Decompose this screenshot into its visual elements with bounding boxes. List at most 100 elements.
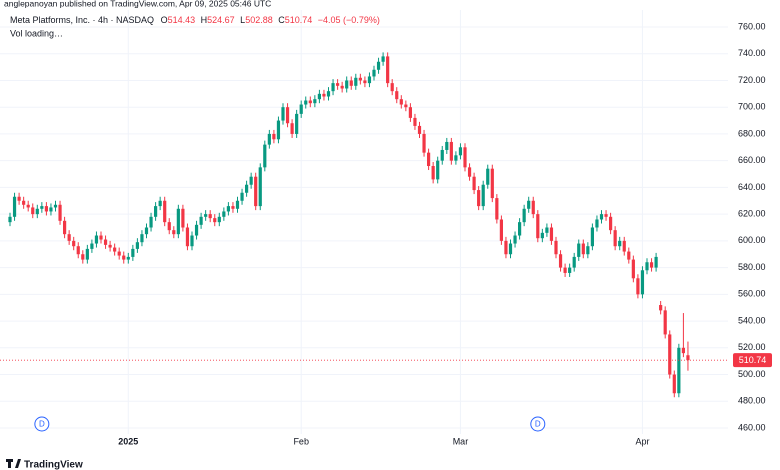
candle-body [126, 256, 130, 260]
candle-body [454, 155, 458, 161]
candle-body [404, 104, 408, 108]
event-marker [530, 416, 546, 432]
candle-body [254, 176, 258, 207]
candle-body [226, 206, 230, 212]
candle-body [176, 208, 180, 235]
event-label: D [535, 420, 541, 429]
candle-body [631, 259, 635, 279]
candle-body [618, 240, 622, 247]
logo [6, 459, 21, 468]
candle-body [386, 56, 390, 84]
ohlc-letter: L [240, 15, 245, 25]
ohlc-value: 524.67 [207, 15, 235, 25]
ohlc-letter: H [201, 15, 208, 25]
candle-body [390, 83, 394, 92]
candle-body [417, 125, 422, 134]
y-tick-label: 620.00 [738, 209, 766, 219]
candle-body [622, 240, 626, 252]
candle-body [577, 243, 581, 257]
candle-body [199, 216, 203, 225]
candle-body [486, 168, 490, 185]
candle-body [345, 80, 349, 89]
candle-body [422, 133, 426, 153]
candle-body [158, 200, 162, 207]
candle-body [122, 255, 126, 260]
candle-body [213, 218, 217, 223]
y-tick-label: 680.00 [738, 128, 766, 138]
candle-body [140, 234, 144, 243]
candle-body [181, 208, 185, 228]
candle-body [72, 240, 76, 247]
candle-body [540, 232, 544, 239]
candle-body [304, 100, 308, 105]
candle-body [108, 244, 112, 248]
y-tick-label: 760.00 [738, 21, 766, 31]
y-tick-label: 520.00 [738, 342, 766, 352]
candle-body [568, 267, 572, 273]
plot [0, 52, 728, 398]
candle-body [290, 123, 294, 134]
candle-body [258, 167, 262, 207]
candle-body [640, 270, 645, 295]
candle-body [17, 196, 21, 201]
candle-body [340, 85, 344, 89]
candle-body [349, 80, 353, 86]
candle-body [204, 214, 208, 217]
candle-body [363, 80, 367, 84]
brand: TradingView [24, 460, 83, 470]
y-tick-label: 640.00 [738, 182, 766, 192]
candle-body [245, 184, 249, 193]
ohlc-value: 514.43 [168, 15, 196, 25]
x-tick-label: 2025 [118, 436, 138, 446]
candle-body [313, 99, 317, 104]
y-tick-label: 540.00 [738, 315, 766, 325]
last-price-label: 510.74 [739, 355, 767, 365]
candle-body [668, 334, 672, 375]
candle-body [508, 243, 513, 255]
candle-body [467, 167, 472, 177]
candle-body [113, 247, 117, 252]
candle-body [144, 227, 149, 235]
candle-body [185, 227, 190, 247]
candle-body [463, 147, 467, 168]
candle-body [12, 196, 17, 217]
candle-body [322, 93, 326, 97]
candle-body [190, 235, 194, 247]
candle-body [458, 147, 463, 156]
y-tick-label: 740.00 [738, 48, 766, 58]
candle-body [395, 91, 399, 100]
ohlc-value: 502.88 [245, 15, 273, 25]
candle-body [44, 206, 48, 212]
candle-body [495, 198, 499, 220]
candle-body [549, 227, 554, 241]
candle-body [103, 239, 108, 245]
candle-body [599, 214, 604, 220]
candle-body [8, 216, 12, 223]
candle-body [499, 219, 503, 241]
candle-body [222, 211, 226, 217]
candle-body [590, 227, 594, 247]
candle-body [208, 214, 212, 219]
candle-body [518, 222, 522, 236]
ohlc-letter: C [278, 15, 285, 25]
candle-body [167, 222, 171, 231]
y-tick-label: 700.00 [738, 102, 766, 112]
candle-body [522, 208, 526, 223]
candle-body [449, 141, 453, 161]
candle-body [636, 278, 640, 295]
candle-body [117, 251, 121, 256]
candle-body [376, 61, 381, 70]
candle-body [154, 206, 158, 217]
candle-body [627, 251, 631, 260]
candle-body [645, 262, 649, 271]
candle-body [408, 107, 412, 118]
y-tick-label: 480.00 [738, 396, 766, 406]
candle-body [231, 206, 235, 209]
candle-body [217, 216, 221, 223]
y-tick-label: 560.00 [738, 289, 766, 299]
candle-body [194, 224, 199, 236]
candle-body [299, 104, 303, 114]
candle-body [67, 234, 71, 241]
candle-body [677, 347, 681, 394]
candle-body [40, 206, 44, 209]
